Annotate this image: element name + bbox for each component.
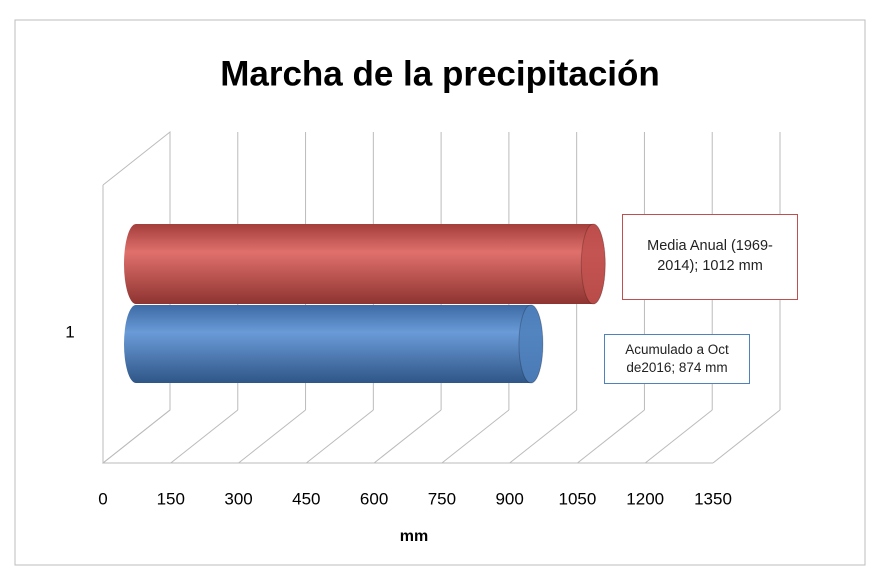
x-tick-label: 750 xyxy=(428,489,456,508)
data-label: Media Anual (1969-2014); 1012 mm xyxy=(622,214,798,300)
floor-line xyxy=(509,409,577,464)
floor-line xyxy=(373,409,442,464)
x-tick-label: 600 xyxy=(360,489,388,508)
data-label: Acumulado a Oct de2016; 874 mm xyxy=(604,334,750,384)
floor-line xyxy=(441,409,510,464)
x-tick-label: 900 xyxy=(495,489,523,508)
floor-line xyxy=(577,409,645,464)
floor-line xyxy=(170,409,239,464)
x-axis-title: mm xyxy=(400,528,428,545)
y-tick-label: 1 xyxy=(65,322,74,341)
x-tick-label: 300 xyxy=(224,489,252,508)
floor-line xyxy=(644,409,713,464)
bar xyxy=(124,223,606,305)
x-tick-label: 450 xyxy=(292,489,320,508)
chart-title: Marcha de la precipitación xyxy=(220,54,660,93)
x-tick-label: 0 xyxy=(98,489,107,508)
floor-line xyxy=(102,409,171,464)
floor-line xyxy=(238,409,306,464)
floor-line xyxy=(306,409,374,464)
x-tick-label: 150 xyxy=(157,489,185,508)
x-tick-label: 1050 xyxy=(559,489,597,508)
x-tick-label: 1200 xyxy=(626,489,664,508)
floor-line xyxy=(712,409,781,464)
bar xyxy=(124,304,544,384)
x-tick-label: 1350 xyxy=(694,489,732,508)
